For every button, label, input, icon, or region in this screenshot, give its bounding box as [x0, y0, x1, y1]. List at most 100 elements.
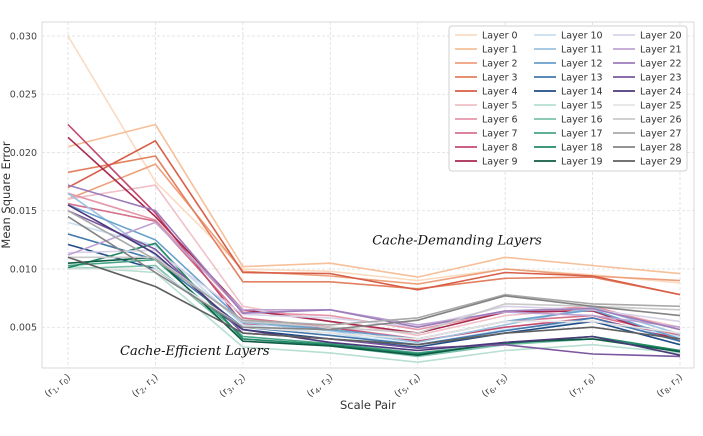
x-tick-label: (r2, r1) [130, 372, 161, 401]
x-tick-label: (r1, r0) [43, 372, 74, 401]
legend-label: Layer 9 [482, 157, 518, 168]
legend-label: Layer 8 [482, 143, 518, 154]
y-tick-labels: 0.005 0.010 0.015 0.020 0.025 0.030 [10, 31, 37, 333]
y-tick-label: 0.030 [10, 31, 37, 42]
legend-item: Layer 5 [455, 101, 518, 112]
legend-label: Layer 19 [561, 157, 603, 168]
x-tick-label: (r8, r7) [655, 372, 686, 401]
x-axis-label: Scale Pair [340, 398, 396, 412]
series-line-layer-25 [68, 268, 681, 340]
legend-label: Layer 24 [640, 87, 682, 98]
legend-label: Layer 12 [561, 59, 603, 70]
legend-label: Layer 28 [640, 143, 682, 154]
legend-label: Layer 21 [640, 45, 682, 56]
legend-label: Layer 20 [640, 31, 682, 42]
series-line-layer-4 [67, 140, 681, 296]
legend-item: Layer 13 [534, 73, 603, 84]
legend-item: Layer 19 [534, 157, 603, 168]
legend-item: Layer 12 [534, 59, 603, 70]
legend-item: Layer 23 [613, 73, 682, 84]
legend-label: Layer 29 [640, 157, 682, 168]
legend-item: Layer 14 [534, 87, 603, 98]
y-tick-label: 0.015 [10, 206, 37, 217]
legend-item: Layer 28 [613, 143, 682, 154]
legend-label: Layer 22 [640, 59, 682, 70]
legend-label: Layer 25 [640, 101, 682, 112]
y-tick-label: 0.010 [10, 264, 37, 275]
y-tick-label: 0.025 [10, 90, 37, 101]
series-line-layer-12 [67, 204, 681, 340]
legend-item: Layer 18 [534, 143, 603, 154]
x-tick-labels: (r1, r0) (r2, r1) (r3, r2) (r4, r3) (r5, r4)… [43, 372, 686, 401]
y-tick-label: 0.005 [10, 323, 37, 334]
legend-label: Layer 7 [482, 129, 518, 140]
legend-item: Layer 11 [534, 45, 603, 56]
legend-label: Layer 23 [640, 73, 682, 84]
annotation-label: Cache-Efficient Layers [120, 344, 270, 359]
series-line-layer-21 [67, 221, 681, 328]
legend-label: Layer 10 [561, 31, 603, 42]
legend-item: Layer 15 [534, 101, 603, 112]
legend-item: Layer 21 [613, 45, 682, 56]
legend-item: Layer 7 [455, 129, 518, 140]
legend-item: Layer 26 [613, 115, 682, 126]
series-line-layer-0 [67, 35, 681, 284]
legend-item: Layer 1 [455, 45, 518, 56]
x-tick-label: (r5, r4) [392, 372, 423, 401]
series-line-layer-1 [67, 123, 681, 278]
legend-label: Layer 3 [482, 73, 518, 84]
legend-item: Layer 9 [455, 157, 518, 168]
legend-label: Layer 26 [640, 115, 682, 126]
legend-label: Layer 14 [561, 87, 603, 98]
legend-item: Layer 24 [613, 87, 682, 98]
legend-label: Layer 11 [561, 45, 603, 56]
legend: Layer 0 Layer 1 Layer 2 Layer 3 Layer 4 Layer… [448, 25, 688, 172]
legend-item: Layer 29 [613, 157, 682, 168]
legend-label: Layer 6 [482, 115, 518, 126]
legend-item: Layer 10 [534, 31, 603, 42]
legend-label: Layer 13 [561, 73, 603, 84]
legend-label: Layer 2 [482, 59, 518, 70]
series-line-layer-3 [67, 155, 681, 296]
series-line-layer-27 [67, 210, 681, 326]
legend-item: Layer 0 [455, 31, 518, 42]
series-lines [67, 35, 681, 363]
legend-item: Layer 2 [455, 59, 518, 70]
series-line-layer-28 [67, 215, 681, 331]
x-tick-label: (r6, r5) [480, 372, 511, 401]
y-axis-label: Mean Square Error [0, 141, 13, 248]
series-line-layer-22 [67, 184, 681, 331]
legend-item: Layer 16 [534, 115, 603, 126]
legend-item: Layer 6 [455, 115, 518, 126]
series-line-layer-26 [68, 256, 681, 334]
legend-label: Layer 0 [482, 31, 518, 42]
legend-label: Layer 15 [561, 101, 603, 112]
x-tick-label: (r7, r6) [567, 372, 598, 401]
legend-item: Layer 3 [455, 73, 518, 84]
series-line-layer-29 [67, 256, 681, 346]
legend-label: Layer 18 [561, 143, 603, 154]
legend-item: Layer 17 [534, 129, 603, 140]
series-line-layer-24 [67, 204, 681, 356]
legend-label: Layer 4 [482, 87, 518, 98]
legend-item: Layer 27 [613, 129, 682, 140]
legend-item: Layer 25 [613, 101, 682, 112]
series-line-layer-15 [67, 265, 681, 363]
x-tick-label: (r3, r2) [218, 372, 249, 401]
legend-item: Layer 20 [613, 31, 682, 42]
y-tick-label: 0.020 [10, 148, 37, 159]
legend-label: Layer 1 [482, 45, 518, 56]
legend-item: Layer 22 [613, 59, 682, 70]
annotations: Cache-Demanding Layers Cache-Efficient La… [120, 234, 542, 360]
legend-item: Layer 8 [455, 143, 518, 154]
legend-label: Layer 5 [482, 101, 518, 112]
series-line-layer-19 [67, 256, 681, 356]
legend-label: Layer 16 [561, 115, 603, 126]
legend-item: Layer 4 [455, 87, 518, 98]
x-tick-label: (r4, r3) [305, 372, 336, 401]
series-line-layer-23 [67, 209, 681, 358]
legend-label: Layer 17 [561, 129, 603, 140]
legend-label: Layer 27 [640, 129, 682, 140]
